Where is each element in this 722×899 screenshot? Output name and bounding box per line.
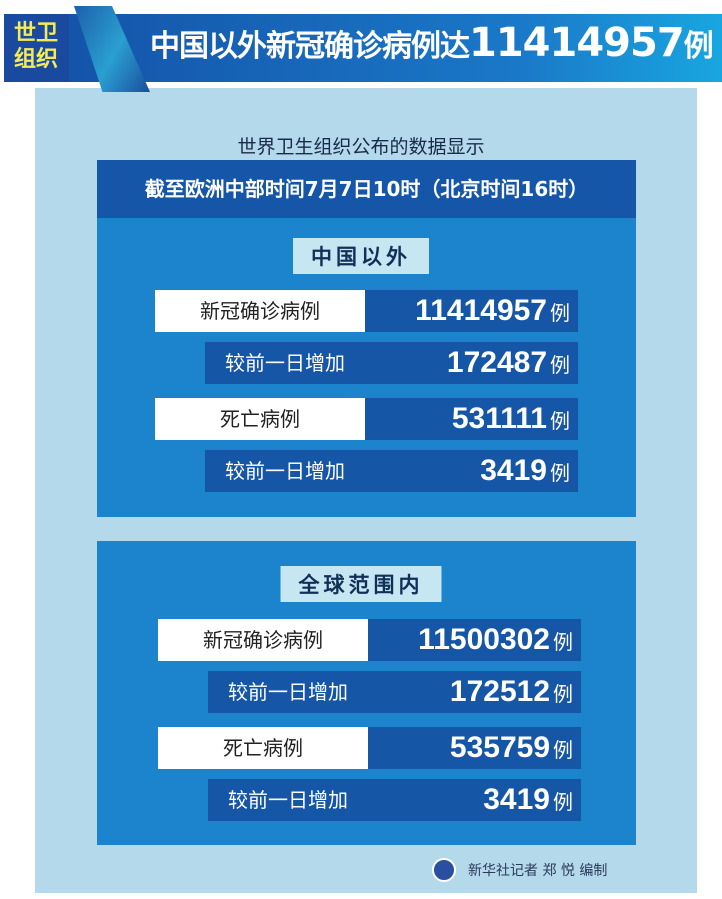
stat-number: 11500302 bbox=[418, 623, 550, 656]
stat-value: 11414957 例 bbox=[365, 290, 578, 332]
page-title: 中国以外新冠确诊病例达11414957例 bbox=[150, 20, 714, 66]
title-unit: 例 bbox=[683, 29, 714, 64]
stat-number: 172487 bbox=[446, 346, 547, 379]
stat-value: 11500302 例 bbox=[368, 619, 581, 661]
who-badge: 世卫 组织 bbox=[4, 14, 69, 82]
header-bar bbox=[40, 14, 722, 82]
footer-credit: 新华社记者 郑 悦 编制 bbox=[468, 863, 608, 879]
source-text: 世界卫生组织公布的数据显示 bbox=[237, 136, 485, 158]
stat-value: 172487 例 bbox=[365, 342, 578, 384]
stat-unit: 例 bbox=[553, 790, 573, 814]
title-text: 中国以外新冠确诊病例达 bbox=[150, 29, 470, 64]
stat-row: 较前一日增加 3419 例 bbox=[208, 779, 581, 821]
stat-label: 较前一日增加 bbox=[205, 342, 365, 384]
stat-value: 531111 例 bbox=[365, 398, 578, 440]
stat-unit: 例 bbox=[553, 738, 573, 762]
badge-line2: 组织 bbox=[14, 47, 59, 72]
stat-row: 死亡病例 531111 例 bbox=[155, 398, 578, 440]
stat-unit: 例 bbox=[550, 409, 570, 433]
stat-label: 较前一日增加 bbox=[205, 450, 365, 492]
stat-row: 较前一日增加 172487 例 bbox=[205, 342, 578, 384]
stat-unit: 例 bbox=[550, 301, 570, 325]
stat-label: 死亡病例 bbox=[158, 727, 368, 769]
stat-value: 535759 例 bbox=[368, 727, 581, 769]
stat-value: 172512 例 bbox=[368, 671, 581, 713]
stat-label: 新冠确诊病例 bbox=[155, 290, 365, 332]
stat-value: 3419 例 bbox=[365, 450, 578, 492]
stat-number: 3419 bbox=[480, 454, 547, 487]
stat-value: 3419 例 bbox=[368, 779, 581, 821]
stat-number: 3419 bbox=[483, 783, 550, 816]
date-bar: 截至欧洲中部时间7月7日10时（北京时间16时） bbox=[97, 160, 636, 218]
stat-row: 新冠确诊病例 11414957 例 bbox=[155, 290, 578, 332]
stat-unit: 例 bbox=[553, 630, 573, 654]
section-title: 中国以外 bbox=[293, 238, 429, 274]
footer: 新华社记者 郑 悦 编制 bbox=[432, 858, 607, 882]
stat-number: 172512 bbox=[449, 675, 550, 708]
title-number: 11414957 bbox=[469, 20, 685, 66]
stat-number: 531111 bbox=[451, 402, 547, 435]
section-title: 全球范围内 bbox=[280, 566, 442, 602]
stat-row: 新冠确诊病例 11500302 例 bbox=[158, 619, 581, 661]
stat-unit: 例 bbox=[550, 461, 570, 485]
stat-row: 死亡病例 535759 例 bbox=[158, 727, 581, 769]
stat-label: 新冠确诊病例 bbox=[158, 619, 368, 661]
stat-row: 较前一日增加 3419 例 bbox=[205, 450, 578, 492]
stat-label: 较前一日增加 bbox=[208, 671, 368, 713]
stat-number: 535759 bbox=[449, 731, 550, 764]
badge-line1: 世卫 bbox=[14, 21, 59, 46]
stat-unit: 例 bbox=[550, 353, 570, 377]
stat-label: 死亡病例 bbox=[155, 398, 365, 440]
stat-number: 11414957 bbox=[415, 294, 547, 327]
xinhua-logo-icon bbox=[432, 858, 456, 882]
stat-row: 较前一日增加 172512 例 bbox=[208, 671, 581, 713]
stat-label: 较前一日增加 bbox=[208, 779, 368, 821]
stat-unit: 例 bbox=[553, 682, 573, 706]
